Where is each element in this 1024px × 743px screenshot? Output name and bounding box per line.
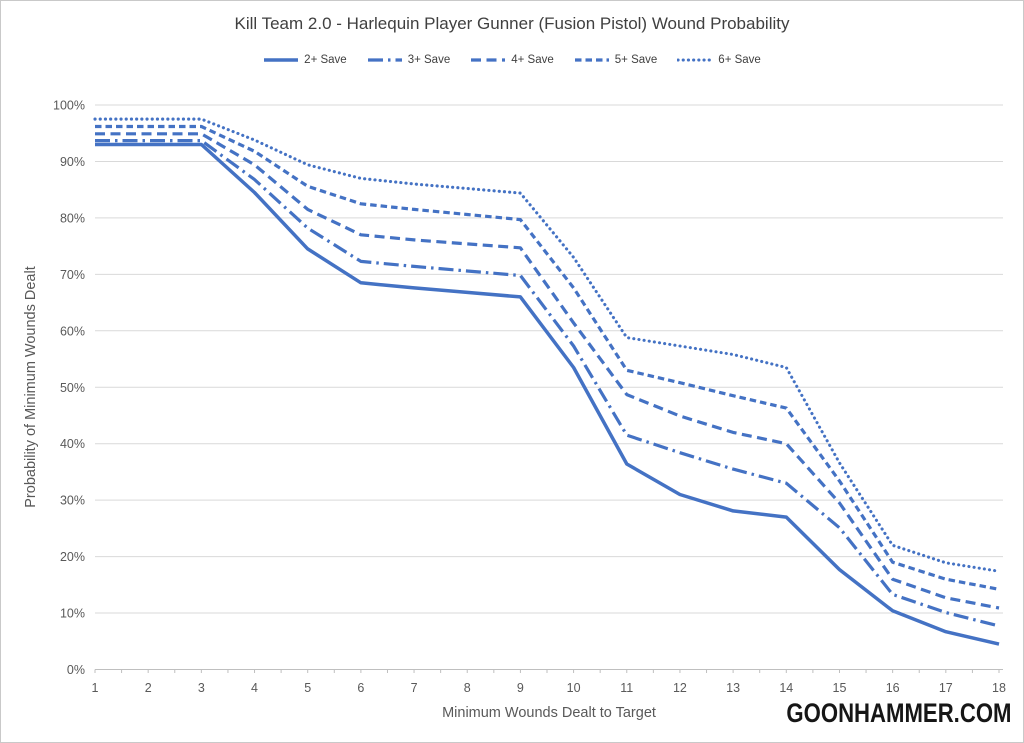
- line-sample-long-dash-dot-icon: [367, 58, 402, 62]
- watermark: GOONHAMMER.COM: [785, 698, 1011, 728]
- x-tick-label: 12: [673, 681, 687, 695]
- series-line-4-save: [95, 132, 1000, 610]
- x-tick-label: 5: [304, 681, 311, 695]
- x-tick-label: 16: [886, 681, 900, 695]
- x-tick-label: 4: [251, 681, 258, 695]
- x-tick-label: 9: [517, 681, 524, 695]
- legend-label: 3+ Save: [407, 54, 451, 66]
- x-tick-label: 7: [411, 681, 418, 695]
- legend-label: 6+ Save: [718, 54, 761, 66]
- series-line-2-save: [95, 142, 1000, 646]
- y-tick-label: 30%: [60, 494, 85, 508]
- y-tick-label: 10%: [60, 607, 85, 621]
- x-tick-label: 8: [464, 681, 471, 695]
- line-sample-dot-icon: [677, 58, 714, 62]
- x-tick-label: 15: [833, 681, 847, 695]
- legend-item-2plus-save: 2+ Save: [263, 54, 347, 66]
- x-tick-label: 11: [620, 681, 633, 695]
- x-tick-label: 2: [145, 681, 152, 695]
- line-sample-medium-dash-icon: [574, 58, 609, 62]
- y-tick-label: 90%: [60, 155, 85, 169]
- y-tick-label: 100%: [53, 99, 85, 113]
- legend-item-4plus-save: 4+ Save: [470, 54, 554, 66]
- legend-item-5plus-save: 5+ Save: [574, 54, 658, 66]
- y-tick-label: 60%: [60, 324, 85, 338]
- y-tick-label: 0%: [67, 663, 85, 677]
- chart-title: Kill Team 2.0 - Harlequin Player Gunner …: [234, 14, 790, 33]
- series-line-6-save: [93, 117, 1001, 573]
- x-tick-label: 6: [357, 681, 364, 695]
- x-tick-label: 3: [198, 681, 205, 695]
- legend-label: 2+ Save: [304, 54, 347, 66]
- legend-label: 5+ Save: [614, 54, 658, 66]
- x-tick-label: 1: [92, 681, 99, 695]
- y-tick-label: 50%: [60, 381, 85, 395]
- legend-item-3plus-save: 3+ Save: [367, 54, 451, 66]
- legend: 2+ Save 3+ Save 4+ Save 5+ Save 6+ Save: [1, 54, 1023, 66]
- y-tick-label: 70%: [60, 268, 85, 282]
- y-tick-label: 20%: [60, 550, 85, 564]
- legend-label: 4+ Save: [511, 54, 554, 66]
- legend-item-6plus-save: 6+ Save: [677, 54, 761, 66]
- x-tick-label: 17: [939, 681, 953, 695]
- y-tick-label: 80%: [60, 211, 85, 225]
- x-axis-title: Minimum Wounds Dealt to Target: [442, 705, 656, 721]
- line-sample-solid-icon: [264, 58, 299, 62]
- y-axis-title: Probability of Minimum Wounds Dealt: [23, 266, 39, 508]
- x-tick-label: 10: [567, 681, 581, 695]
- series-line-3-save: [95, 139, 1000, 628]
- x-tick-label: 18: [992, 681, 1006, 695]
- x-tick-label: 13: [726, 681, 740, 695]
- y-tick-label: 40%: [60, 437, 85, 451]
- x-tick-label: 14: [779, 681, 793, 695]
- line-sample-dash-icon: [471, 58, 506, 62]
- series-line-5-save: [95, 124, 1000, 591]
